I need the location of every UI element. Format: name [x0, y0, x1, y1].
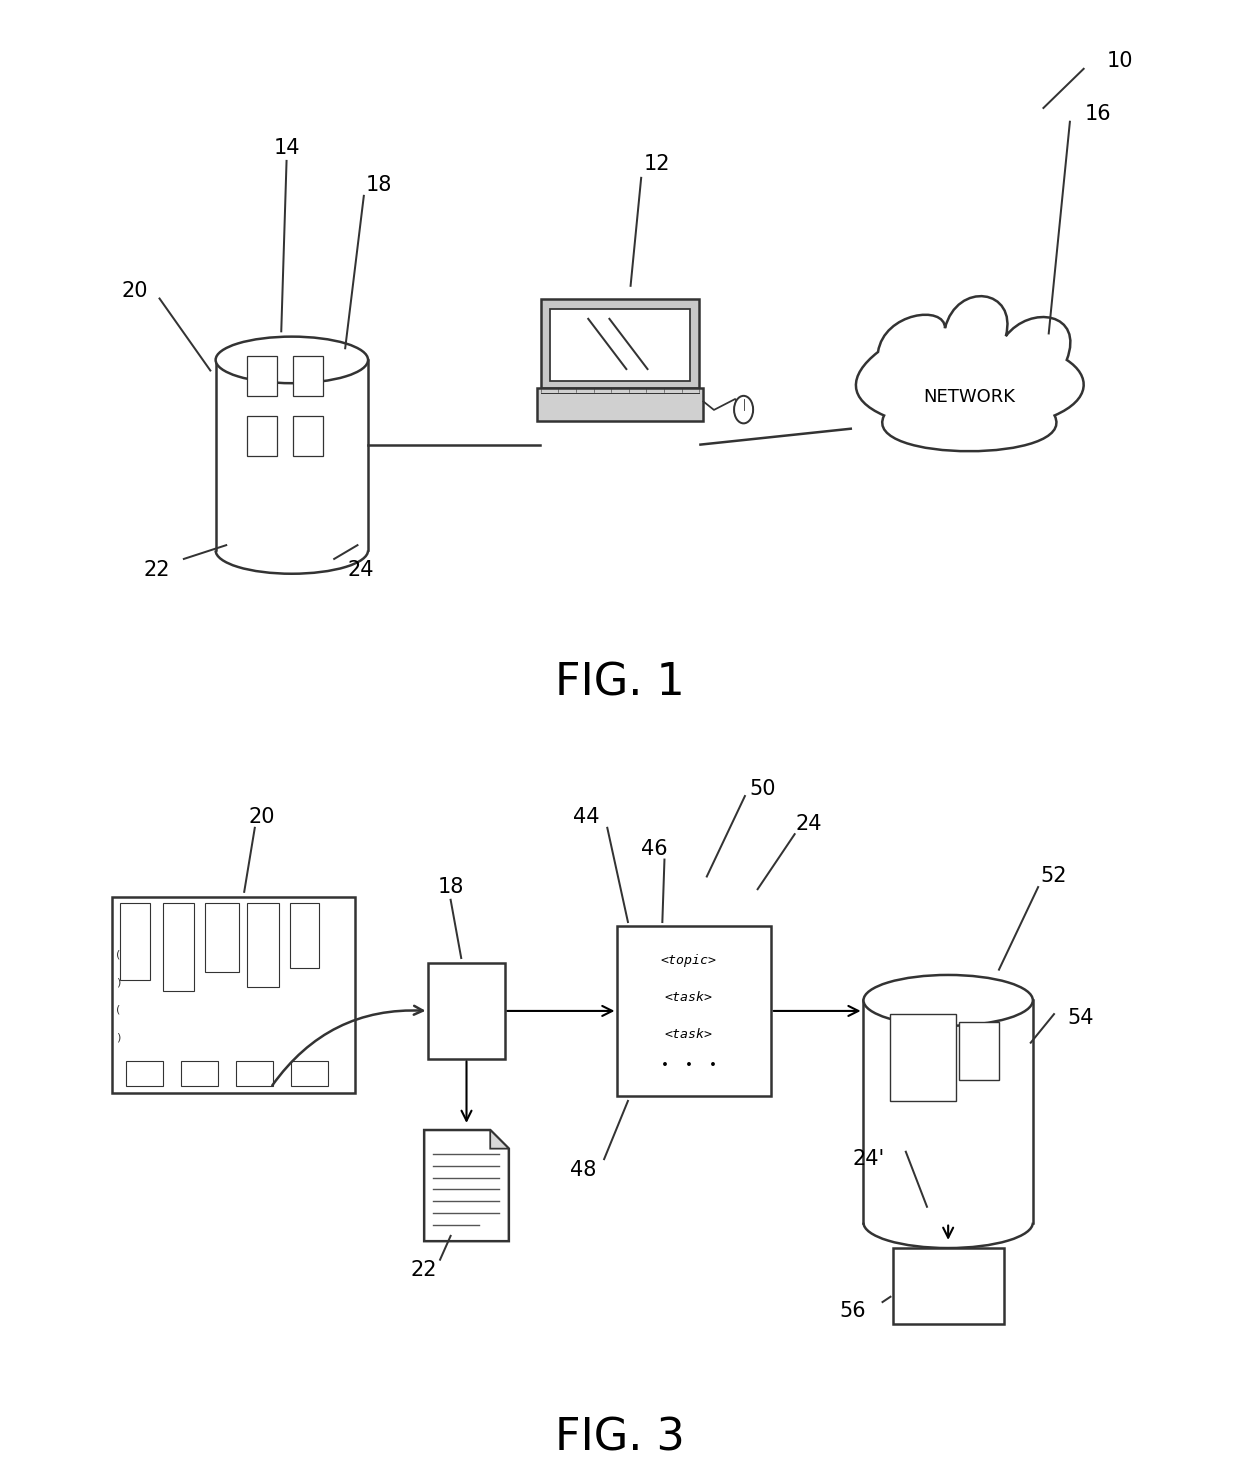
Text: 22: 22	[143, 560, 170, 579]
Bar	[112, 897, 356, 1094]
Bar	[863, 1000, 1033, 1223]
Text: 16: 16	[1085, 104, 1112, 124]
Bar	[205, 904, 239, 972]
Text: 14: 14	[273, 138, 300, 159]
Text: 18: 18	[438, 877, 464, 897]
Bar	[290, 904, 320, 968]
Text: FIG. 1: FIG. 1	[556, 661, 684, 704]
Text: 20: 20	[122, 282, 149, 301]
Text: <task>: <task>	[665, 990, 713, 1003]
Text: 12: 12	[644, 154, 671, 173]
Text: 52: 52	[1040, 867, 1068, 886]
Text: 50: 50	[750, 778, 776, 799]
Polygon shape	[490, 1131, 508, 1149]
Text: FIG. 3: FIG. 3	[556, 1415, 684, 1460]
Text: 24': 24'	[853, 1149, 885, 1169]
Text: <topic>: <topic>	[661, 953, 717, 966]
Bar	[181, 1061, 218, 1085]
Bar	[293, 416, 322, 456]
Text: (: (	[117, 1005, 120, 1015]
Bar	[293, 356, 322, 396]
Text: 18: 18	[366, 175, 392, 196]
Bar	[216, 360, 368, 550]
Text: <task>: <task>	[665, 1027, 713, 1040]
Bar	[551, 310, 689, 381]
Text: 20: 20	[249, 808, 275, 827]
Bar	[248, 416, 277, 456]
Text: ): )	[117, 977, 120, 987]
Bar	[959, 1021, 999, 1080]
Bar	[890, 1014, 956, 1101]
Text: (: (	[117, 950, 120, 960]
Text: 44: 44	[573, 808, 599, 827]
Ellipse shape	[863, 975, 1033, 1026]
Bar	[893, 1248, 1003, 1325]
Bar	[537, 388, 703, 421]
PathPatch shape	[856, 296, 1084, 451]
Text: 24: 24	[795, 814, 822, 833]
Bar	[291, 1061, 327, 1085]
Text: ): )	[117, 1033, 120, 1042]
Bar	[428, 963, 505, 1058]
Ellipse shape	[734, 396, 753, 424]
Bar	[162, 904, 195, 991]
Bar	[618, 926, 771, 1095]
Text: NETWORK: NETWORK	[924, 388, 1016, 406]
Text: 22: 22	[410, 1260, 438, 1280]
Text: 46: 46	[641, 839, 667, 860]
Text: 24: 24	[347, 560, 374, 579]
Bar	[248, 356, 277, 396]
Bar	[541, 299, 699, 388]
Text: 54: 54	[1068, 1008, 1094, 1029]
Polygon shape	[424, 1131, 508, 1242]
Text: 10: 10	[1106, 52, 1133, 71]
Bar	[120, 904, 150, 980]
Bar	[236, 1061, 273, 1085]
Bar	[248, 904, 279, 987]
Text: 48: 48	[569, 1160, 596, 1180]
Bar	[125, 1061, 162, 1085]
Ellipse shape	[216, 336, 368, 384]
Text: 56: 56	[839, 1301, 867, 1320]
Text: •  •  •: • • •	[661, 1060, 717, 1073]
